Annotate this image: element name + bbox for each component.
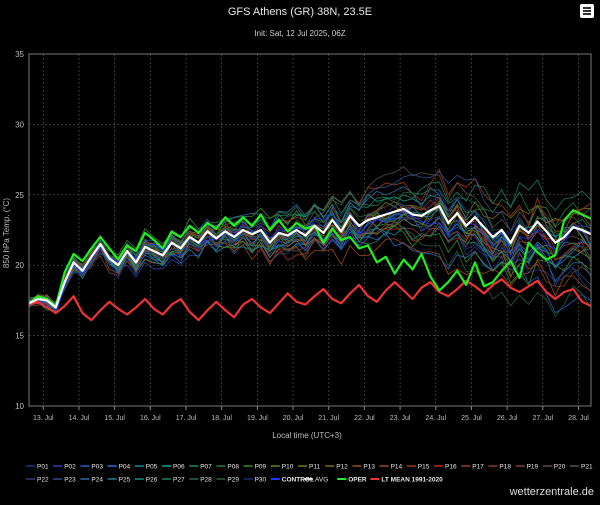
legend-label: P21: [581, 464, 593, 471]
x-tick-label: 26. Jul: [497, 415, 518, 422]
legend-label: P17: [472, 464, 484, 471]
legend-label: P14: [391, 464, 403, 471]
y-axis-label: 850 hPa Temp. (°C): [2, 198, 11, 269]
x-tick-label: 24. Jul: [425, 415, 446, 422]
x-tick-label: 23. Jul: [390, 415, 411, 422]
x-tick-label: 16. Jul: [140, 415, 161, 422]
x-tick-label: 21. Jul: [318, 415, 339, 422]
x-tick-label: 20. Jul: [283, 415, 304, 422]
x-tick-label: 13. Jul: [33, 415, 54, 422]
ensemble-member-line: [28, 189, 592, 307]
y-tick-label: 10: [15, 402, 24, 411]
legend-label: P30: [255, 477, 267, 484]
legend-label: P02: [64, 464, 76, 471]
legend-label: OPER: [348, 477, 367, 484]
legend-label: P04: [119, 464, 131, 471]
x-tick-label: 25. Jul: [461, 415, 482, 422]
legend-label: P08: [227, 464, 239, 471]
legend-label: LT MEAN 1991-2020: [381, 477, 443, 484]
ensemble-member-line: [28, 189, 592, 311]
legend-label: P24: [91, 477, 103, 484]
legend-label: P05: [146, 464, 158, 471]
x-tick-label: 17. Jul: [176, 415, 197, 422]
legend-label: P12: [336, 464, 348, 471]
ensemble-members: [28, 166, 592, 317]
y-tick-label: 20: [15, 261, 24, 270]
menu-icon[interactable]: [580, 4, 594, 18]
x-tick-label: 19. Jul: [247, 415, 268, 422]
legend-label: P20: [554, 464, 566, 471]
watermark: wetterzentrale.de: [509, 486, 594, 498]
chart-subtitle: Init: Sat, 12 Jul 2025, 06Z: [254, 29, 345, 38]
ensemble-member-line: [28, 191, 592, 309]
legend-label: P22: [37, 477, 49, 484]
y-tick-label: 30: [15, 120, 24, 129]
legend-label: P07: [200, 464, 212, 471]
legend-label: AVG: [315, 477, 328, 484]
legend-label: P13: [363, 464, 375, 471]
legend-label: P28: [200, 477, 212, 484]
x-tick-label: 14. Jul: [69, 415, 90, 422]
y-tick-label: 15: [15, 332, 24, 341]
x-axis-label: Local time (UTC+3): [272, 431, 342, 440]
ensemble-member-line: [28, 206, 592, 312]
legend-label: P11: [309, 464, 320, 471]
x-tick-label: 18. Jul: [211, 415, 232, 422]
legend-label: P23: [64, 477, 76, 484]
legend-label: P26: [146, 477, 158, 484]
axis-ticks: 10 15 20 25 30 35 13. Jul 14. Jul 15. Jul 16. Jul…: [15, 50, 589, 422]
chart-title: GFS Athens (GR) 38N, 23.5E: [228, 6, 372, 18]
legend-label: P19: [527, 464, 539, 471]
legend-label: P10: [282, 464, 294, 471]
series-line-avg: [28, 205, 592, 309]
key-series-lines: [28, 205, 592, 322]
ensemble-member-line: [28, 207, 592, 308]
legend-label: P03: [91, 464, 103, 471]
legend-label: P06: [173, 464, 185, 471]
legend-label: P09: [255, 464, 267, 471]
legend-label: P01: [37, 464, 49, 471]
x-tick-label: 22. Jul: [354, 415, 375, 422]
legend-label: P25: [119, 477, 131, 484]
series-line-lt-mean-1991-2020: [28, 278, 592, 322]
ensemble-member-line: [28, 166, 592, 307]
y-tick-label: 35: [15, 50, 24, 59]
x-tick-label: 28. Jul: [568, 415, 589, 422]
series-line-oper: [28, 209, 592, 308]
legend-label: P15: [418, 464, 430, 471]
legend-label: P27: [173, 477, 185, 484]
legend: P01 P02 P03 P04 P05 P06 P07 P08 P09 P10 P11 P12 P13 P…: [26, 464, 593, 484]
legend-label: CONTROL: [282, 477, 314, 484]
x-tick-label: 27. Jul: [533, 415, 554, 422]
plot-frame: [28, 53, 592, 407]
y-tick-label: 25: [15, 191, 24, 200]
x-tick-label: 15. Jul: [104, 415, 125, 422]
legend-label: P29: [227, 477, 239, 484]
legend-label: P16: [445, 464, 457, 471]
legend-label: P18: [499, 464, 511, 471]
